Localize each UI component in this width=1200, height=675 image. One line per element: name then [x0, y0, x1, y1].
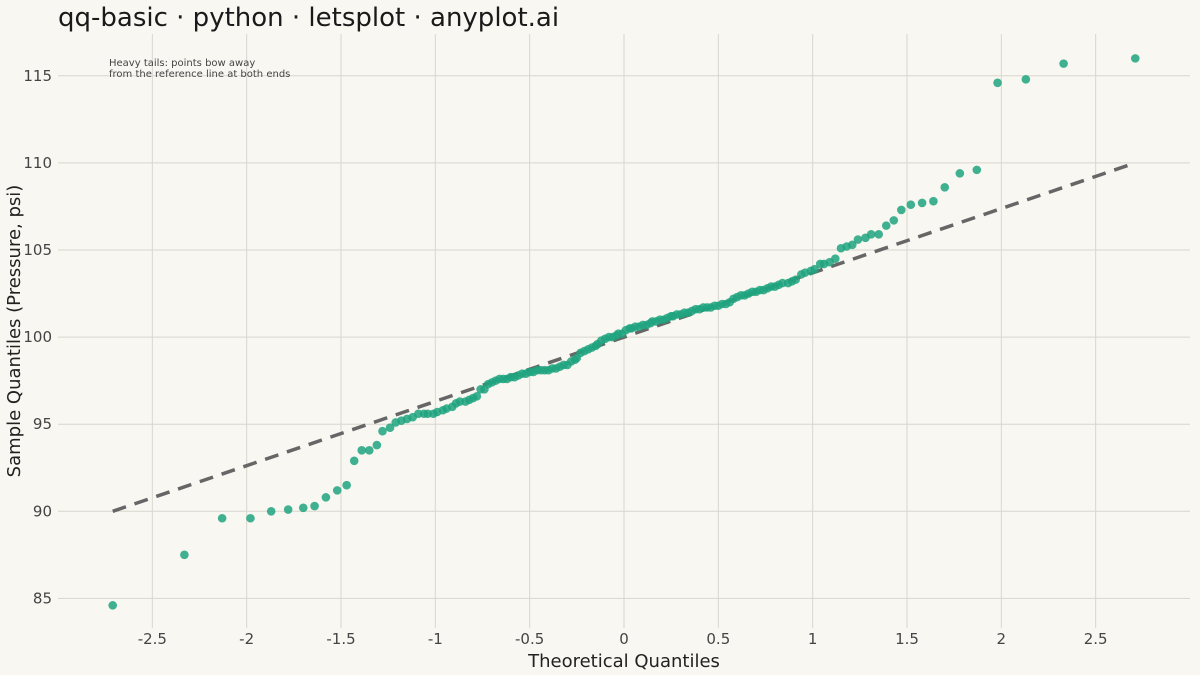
y-tick-label: 105 [23, 241, 52, 259]
data-point [217, 513, 227, 523]
x-tick-label: 1 [808, 630, 818, 648]
x-tick-labels: -2.5 -2 -1.5 -1 -0.5 0 0.5 1 1.5 2 2.5 [138, 630, 1108, 648]
data-point [831, 254, 840, 264]
data-point [298, 503, 308, 513]
data-point [1021, 74, 1031, 84]
data-point [385, 423, 395, 432]
y-tick-labels: 85 90 95 100 105 110 115 [23, 67, 52, 608]
annotation-line-2: from the reference line at both ends [109, 69, 290, 80]
data-point [310, 501, 319, 511]
data-point [357, 446, 367, 455]
data-point [349, 456, 359, 466]
data-point [897, 205, 906, 215]
y-tick-label: 90 [33, 502, 52, 520]
data-point [283, 505, 293, 514]
x-tick-label: 2 [997, 630, 1007, 648]
data-point [917, 198, 927, 208]
data-points [108, 54, 1140, 610]
data-point [321, 493, 331, 502]
data-point [1130, 54, 1140, 63]
data-point [866, 230, 876, 239]
data-point [847, 240, 857, 250]
data-point [332, 486, 342, 495]
chart-title: qq-basic · python · letsplot · anyplot.a… [58, 3, 559, 33]
y-tick-label: 110 [23, 154, 52, 172]
data-point [889, 216, 899, 225]
data-point [372, 440, 382, 450]
data-point [874, 230, 883, 239]
y-tick-label: 100 [23, 328, 52, 346]
data-point [810, 264, 819, 274]
data-point [993, 78, 1002, 88]
x-tick-label: -2 [239, 630, 254, 648]
data-point [940, 182, 950, 192]
x-tick-label: 1.5 [895, 630, 919, 648]
x-tick-label: 0 [619, 630, 629, 648]
data-point [972, 165, 982, 175]
grid-lines [58, 34, 1190, 628]
data-point [266, 506, 276, 516]
data-point [472, 392, 482, 401]
data-point [365, 446, 374, 455]
data-point [378, 426, 387, 436]
data-point [906, 200, 916, 210]
y-tick-label: 95 [33, 415, 52, 433]
x-tick-label: 2.5 [1084, 630, 1108, 648]
data-point [853, 235, 863, 244]
y-tick-label: 85 [33, 589, 52, 607]
data-point [180, 550, 189, 560]
x-tick-label: -0.5 [515, 630, 544, 648]
data-point [108, 601, 118, 610]
data-point [1059, 59, 1068, 68]
data-point [791, 275, 800, 284]
data-point [955, 169, 965, 178]
data-point [342, 480, 351, 490]
y-tick-label: 115 [23, 67, 52, 85]
x-tick-label: 0.5 [706, 630, 730, 648]
data-point [246, 513, 255, 523]
x-tick-label: -2.5 [138, 630, 167, 648]
annotation-line-1: Heavy tails: points bow away [109, 58, 255, 69]
y-axis-title: Sample Quantiles (Pressure, psi) [4, 185, 25, 478]
data-point [929, 196, 938, 206]
x-axis-title: Theoretical Quantiles [527, 651, 720, 672]
data-point [881, 221, 891, 230]
x-tick-label: -1.5 [326, 630, 355, 648]
x-tick-label: -1 [428, 630, 443, 648]
